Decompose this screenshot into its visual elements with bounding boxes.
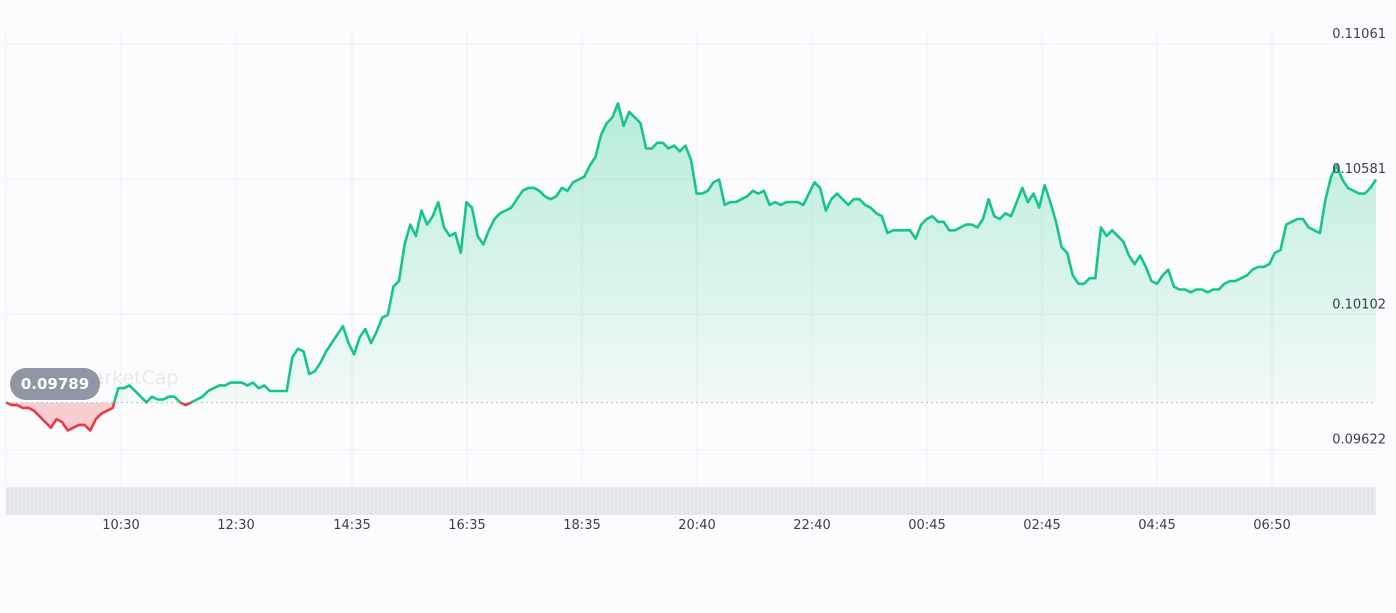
baseline-price-badge: 0.09789 [10, 368, 100, 400]
baseline-badge-bg [10, 368, 100, 400]
x-tick-label: 12:30 [217, 518, 254, 533]
x-tick-label: 04:45 [1138, 518, 1175, 533]
volume-strip [6, 487, 1376, 515]
x-tick-label: 22:40 [793, 518, 830, 533]
x-tick-label: 06:50 [1253, 518, 1290, 533]
x-tick-label: 20:40 [678, 518, 715, 533]
price-line-up [5, 102, 1378, 403]
x-tick-label: 02:45 [1023, 518, 1060, 533]
y-tick-label: 0.11061 [1332, 27, 1386, 42]
price-lines [5, 102, 1378, 432]
x-tick-label: 14:35 [333, 518, 370, 533]
y-axis-tick-labels: 0.11061 0.10581 0.10102 0.09622 [1332, 27, 1386, 448]
x-tick-label: 00:45 [908, 518, 945, 533]
area-above-baseline [6, 103, 1376, 403]
x-tick-label: 18:35 [563, 518, 600, 533]
y-tick-label: 0.09622 [1332, 433, 1386, 448]
baseline-badge-label: 0.09789 [21, 375, 89, 393]
x-axis-tick-labels: 10:30 12:30 14:35 16:35 18:35 20:40 22:40 00:45… [102, 518, 1290, 533]
price-areas [6, 103, 1376, 431]
y-tick-label: 0.10102 [1332, 297, 1386, 312]
x-tick-label: 10:30 [102, 518, 139, 533]
x-tick-label: 16:35 [448, 518, 485, 533]
y-tick-label: 0.10581 [1332, 162, 1386, 177]
